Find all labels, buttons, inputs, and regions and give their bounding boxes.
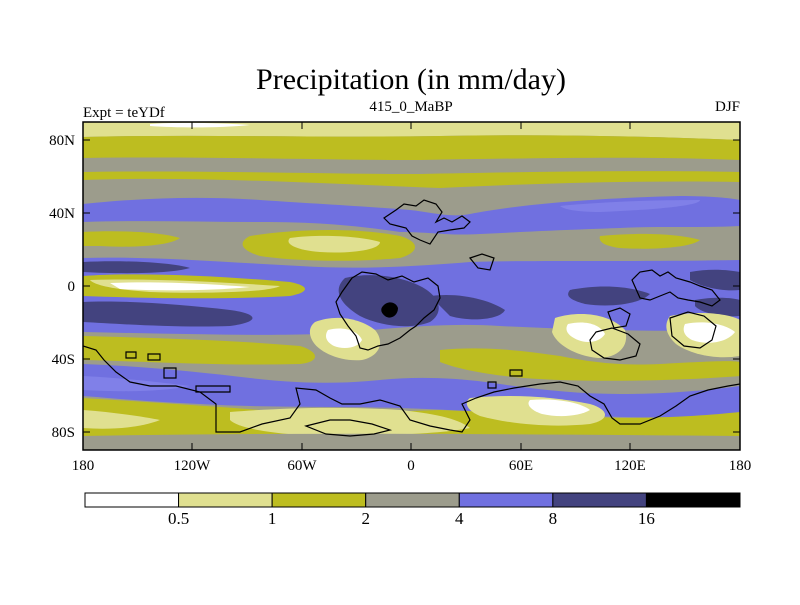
y-tick-label: 80S: [52, 425, 75, 441]
precipitation-field: [83, 122, 740, 450]
x-tick-label: 180: [72, 458, 95, 474]
y-tick-label: 80N: [49, 133, 75, 149]
y-tick-label: 40N: [49, 206, 75, 222]
legend-label: 4: [455, 509, 464, 528]
x-tick-label: 120E: [614, 458, 646, 474]
legend-label: 2: [361, 509, 370, 528]
x-tick-label: 180: [729, 458, 752, 474]
legend-swatch: [178, 492, 273, 508]
legend-swatch: [84, 492, 180, 508]
y-tick-label: 40S: [52, 352, 75, 368]
legend-swatch: [271, 492, 367, 508]
x-tick-label: 60W: [287, 458, 317, 474]
map-title: Precipitation (in mm/day): [256, 63, 566, 96]
legend-label: 8: [549, 509, 558, 528]
x-tick-label: 60E: [509, 458, 533, 474]
y-tick-label: 0: [68, 279, 76, 295]
y-axis: 80N 40N 0 40S 80S: [49, 133, 740, 441]
legend-swatch: [365, 492, 460, 508]
legend-swatch: [645, 492, 741, 508]
period-label: 415_0_MaBP: [369, 99, 452, 115]
season-label: DJF: [715, 99, 740, 115]
legend-swatch: [458, 492, 554, 508]
experiment-label: Expt = teYDf: [83, 105, 165, 121]
legend-label: 1: [268, 509, 277, 528]
x-axis: 180 120W 60W 0 60E 120E 180: [72, 122, 752, 474]
legend-label: 0.5: [168, 509, 189, 528]
x-tick-label: 120W: [174, 458, 212, 474]
legend-swatch: [552, 492, 647, 508]
colorbar-legend: 0.5 1 2 4 8 16: [84, 492, 741, 528]
x-tick-label: 0: [407, 458, 415, 474]
legend-label: 16: [638, 509, 655, 528]
